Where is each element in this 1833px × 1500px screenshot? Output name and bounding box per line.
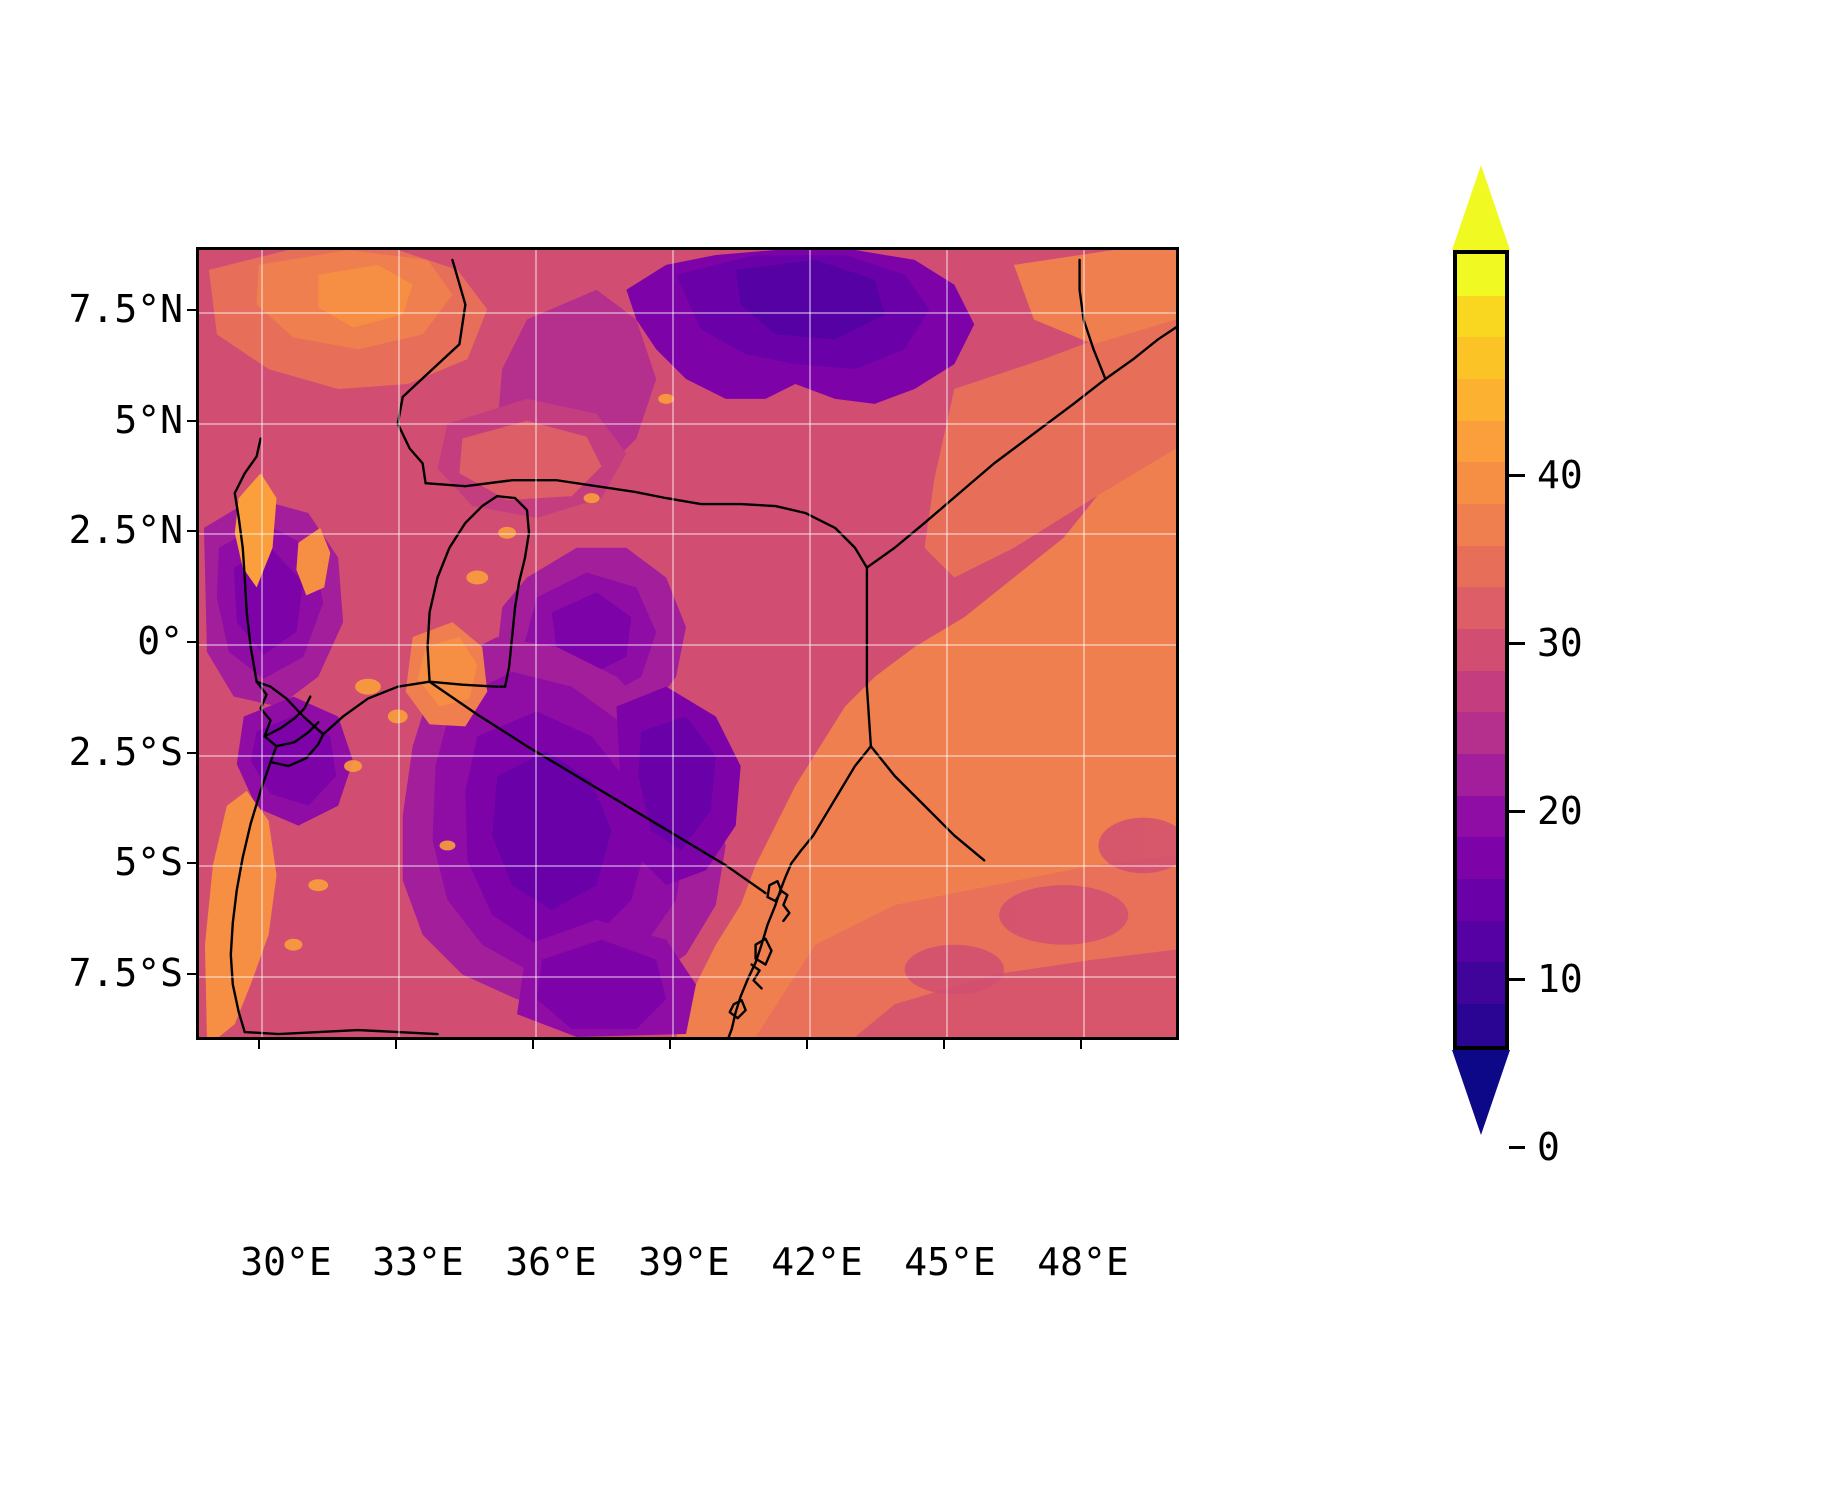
x-tick-label: 48°E (1037, 1240, 1129, 1284)
x-tick-label: 36°E (505, 1240, 597, 1284)
colorbar-segment (1457, 795, 1505, 838)
colorbar-tick-label: 40 (1537, 453, 1583, 497)
y-tick-mark (187, 752, 196, 754)
y-tick-mark (187, 420, 196, 422)
colorbar-segment (1457, 629, 1505, 671)
albertine-rift-warm (234, 473, 277, 588)
colorbar-segment (1457, 295, 1505, 338)
x-tick-label: 45°E (904, 1240, 996, 1284)
x-tick-label: 30°E (240, 1240, 332, 1284)
x-tick-mark (1080, 1040, 1082, 1049)
y-tick-mark (187, 862, 196, 864)
x-tick-mark (943, 1040, 945, 1049)
y-tick-mark (187, 973, 196, 975)
x-tick-mark (806, 1040, 808, 1049)
ethiopian-highland-coldest (735, 259, 885, 340)
x-tick-label: 39°E (638, 1240, 730, 1284)
southern-highland-core (536, 939, 667, 1030)
map-plot-area (199, 250, 1176, 1037)
colorbar-segment (1457, 1004, 1505, 1046)
y-tick-label: 5°N (114, 398, 183, 442)
x-tick-mark (258, 1040, 260, 1049)
colorbar-segment (1457, 962, 1505, 1005)
colorbar-segment (1457, 254, 1505, 296)
colorbar-tick-mark (1509, 642, 1525, 645)
y-tick-label: 0° (137, 619, 183, 663)
colorbar-segment (1457, 462, 1505, 505)
colorbar-segment (1457, 754, 1505, 796)
colorbar-tick-label: 20 (1537, 789, 1583, 833)
ocean-warm-zone (676, 250, 1176, 1037)
somali-warm-band (924, 309, 1176, 578)
colorbar-segment (1457, 920, 1505, 963)
colorbar-segment (1457, 712, 1505, 755)
eastern-highland-core (638, 716, 716, 851)
colorbar-segment (1457, 837, 1505, 880)
colorbar: 0 10 20 30 40 (1452, 150, 1583, 1169)
colorbar-tick-mark (1509, 810, 1525, 813)
colorbar-gradient (1453, 250, 1509, 1050)
mid-warm-band-2 (459, 420, 602, 501)
ne-hot-patch (1013, 250, 1176, 345)
x-tick-mark (395, 1040, 397, 1049)
sudan-lowlands-hottest (318, 264, 413, 328)
tanganyika-rift-warm (204, 790, 277, 1037)
y-tick-mark (187, 530, 196, 532)
y-tick-label: 7.5°S (68, 951, 183, 995)
colorbar-segment (1457, 337, 1505, 380)
y-tick-mark (187, 309, 196, 311)
y-tick-label: 5°S (114, 840, 183, 884)
colorbar-tick-label: 0 (1537, 1125, 1560, 1169)
rift-lake-warm-2 (296, 527, 331, 596)
x-tick-mark (532, 1040, 534, 1049)
southern-ocean-cooler (854, 949, 1176, 1037)
colorbar-tick-mark (1509, 1146, 1525, 1149)
rwanda-burundi-cold (250, 714, 337, 806)
x-tick-label: 33°E (372, 1240, 464, 1284)
temperature-field (199, 250, 1176, 1037)
colorbar-segment (1457, 504, 1505, 546)
y-tick-mark (187, 641, 196, 643)
colorbar-segment (1457, 379, 1505, 421)
ocean-mid-patches (904, 817, 1176, 995)
country-borders (229, 258, 1176, 1037)
x-tick-mark (669, 1040, 671, 1049)
colorbar-segment (1457, 587, 1505, 630)
colorbar-segment (1457, 670, 1505, 713)
colorbar-tick-mark (1509, 978, 1525, 981)
y-tick-label: 2.5°N (68, 508, 183, 552)
colorbar-segment (1457, 420, 1505, 463)
y-tick-label: 7.5°N (68, 287, 183, 331)
tanzania-highland-coldest (492, 751, 612, 910)
rift-flecks (284, 393, 675, 951)
colorbar-tick-label: 30 (1537, 621, 1583, 665)
y-tick-label: 2.5°S (68, 730, 183, 774)
colorbar-tick-label: 10 (1537, 957, 1583, 1001)
colorbar-segment (1457, 879, 1505, 921)
colorbar-over-arrow (1452, 165, 1510, 250)
colorbar-tick-mark (1509, 474, 1525, 477)
colorbar-segment (1457, 545, 1505, 588)
turkana-rift-core (417, 637, 478, 707)
map-axes (196, 247, 1179, 1040)
colorbar-under-arrow (1452, 1050, 1510, 1135)
x-tick-label: 42°E (771, 1240, 863, 1284)
